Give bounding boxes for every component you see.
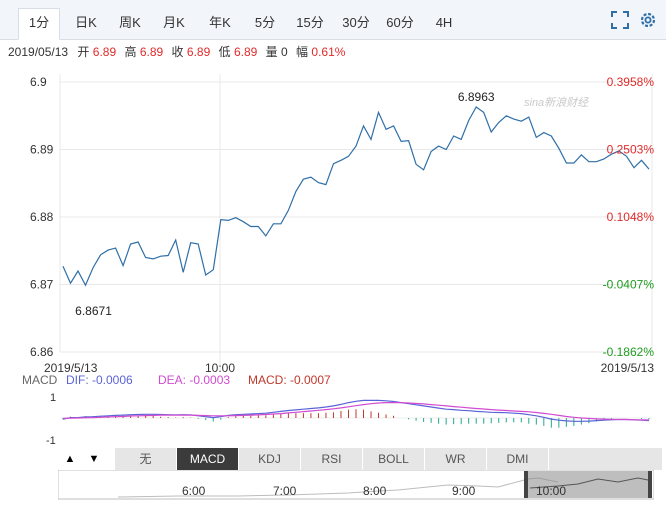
tab-30min[interactable]: 30分: [342, 15, 370, 30]
navigator-selection-line: [529, 477, 649, 489]
navigator-time-label: 7:00: [273, 484, 297, 498]
price-chart[interactable]: sina新浪财经 6.9 0.3958% 6.89 0.2503% 6.88 0.1048…: [0, 62, 666, 448]
volume-label: 量: [265, 45, 278, 59]
macd-title: MACD: [22, 373, 58, 387]
indicator-tab-bar: ▲ ▼ 无 MACD KDJ RSI BOLL WR DMI: [58, 448, 662, 470]
high-value: 6.89: [139, 45, 164, 59]
watermark-text: sina新浪财经: [524, 96, 589, 109]
change-value: 0.61%: [311, 45, 346, 59]
scroll-down-button[interactable]: ▼: [88, 453, 100, 465]
dea-label: DEA: -0.0003: [158, 373, 230, 387]
tab-4h[interactable]: 4H: [435, 15, 453, 30]
percent-tick-label: -0.0407%: [603, 278, 655, 292]
navigator-selection[interactable]: [526, 471, 650, 498]
low-value: 6.89: [233, 45, 258, 59]
close-value: 6.89: [186, 45, 211, 59]
tab-month-k[interactable]: 月K: [163, 15, 185, 30]
indicator-tab-boll[interactable]: BOLL: [362, 448, 424, 470]
low-label: 低: [218, 45, 231, 59]
indicator-tab-wr[interactable]: WR: [424, 448, 486, 470]
tab-5min[interactable]: 5分: [254, 15, 276, 30]
indicator-tab-dmi[interactable]: DMI: [486, 448, 548, 470]
indicator-tab-spacer: [548, 448, 662, 470]
price-tick-label: 6.87: [30, 278, 54, 292]
close-label: 收: [171, 45, 184, 59]
scroll-up-button[interactable]: ▲: [64, 453, 76, 465]
high-label: 高: [124, 45, 137, 59]
dif-label: DIF: -0.0006: [66, 373, 133, 387]
volume-value: 0: [281, 45, 288, 59]
tab-day-k[interactable]: 日K: [75, 15, 97, 30]
price-tick-label: 6.89: [30, 143, 54, 157]
tab-15min[interactable]: 15分: [296, 15, 324, 30]
indicator-tab-kdj[interactable]: KDJ: [238, 448, 300, 470]
time-navigator[interactable]: 6:00 7:00 8:00 9:00 10:00: [58, 470, 654, 500]
indicator-tab-rsi[interactable]: RSI: [300, 448, 362, 470]
indicator-tab-macd[interactable]: MACD: [176, 448, 238, 470]
tab-year-k[interactable]: 年K: [209, 15, 231, 30]
indicator-tab-none[interactable]: 无: [114, 448, 176, 470]
percent-tick-label: 0.3958%: [607, 75, 655, 89]
x-mid-label: 10:00: [205, 361, 235, 375]
open-value: 6.89: [92, 45, 117, 59]
navigator-right-handle[interactable]: [648, 471, 652, 498]
period-tab-bar: 1分 日K 周K 月K 年K 5分 15分 30分 60分 4H: [0, 0, 666, 40]
price-tick-label: 6.86: [30, 345, 54, 359]
percent-tick-label: 0.2503%: [607, 143, 655, 157]
open-label: 开: [77, 45, 90, 59]
tab-1min[interactable]: 1分: [18, 8, 60, 40]
macd-value-label: MACD: -0.0007: [248, 373, 331, 387]
max-price-annotation: 6.8963: [458, 90, 495, 104]
change-label: 幅: [296, 45, 309, 59]
price-tick-label: 6.88: [30, 210, 54, 224]
navigator-time-label: 9:00: [452, 484, 476, 498]
quote-date: 2019/05/13: [8, 45, 69, 59]
fullscreen-icon[interactable]: [610, 10, 630, 30]
x-end-label: 2019/5/13: [601, 361, 655, 375]
x-start-label: 2019/5/13: [44, 361, 98, 375]
min-price-annotation: 6.8671: [75, 304, 112, 318]
macd-tick-bottom: -1: [46, 435, 56, 447]
price-tick-label: 6.9: [30, 75, 47, 89]
gear-icon[interactable]: [638, 10, 658, 30]
navigator-left-handle[interactable]: [524, 471, 528, 498]
quote-info-line: 2019/05/13 开 6.89 高 6.89 收 6.89 低 6.89 量…: [8, 44, 350, 60]
percent-tick-label: -0.1862%: [603, 345, 655, 359]
percent-tick-label: 0.1048%: [607, 210, 655, 224]
navigator-time-label: 6:00: [182, 484, 206, 498]
macd-tick-top: 1: [50, 392, 56, 404]
navigator-time-label: 8:00: [363, 484, 387, 498]
dea-line: [62, 402, 650, 421]
price-line: [62, 106, 650, 287]
navigator-time-label: 10:00: [536, 484, 566, 498]
navigator-overview-line: [117, 477, 559, 498]
tab-week-k[interactable]: 周K: [119, 15, 141, 30]
tab-60min[interactable]: 60分: [386, 15, 414, 30]
